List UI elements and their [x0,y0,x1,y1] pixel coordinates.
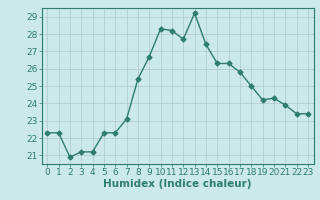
X-axis label: Humidex (Indice chaleur): Humidex (Indice chaleur) [103,179,252,189]
